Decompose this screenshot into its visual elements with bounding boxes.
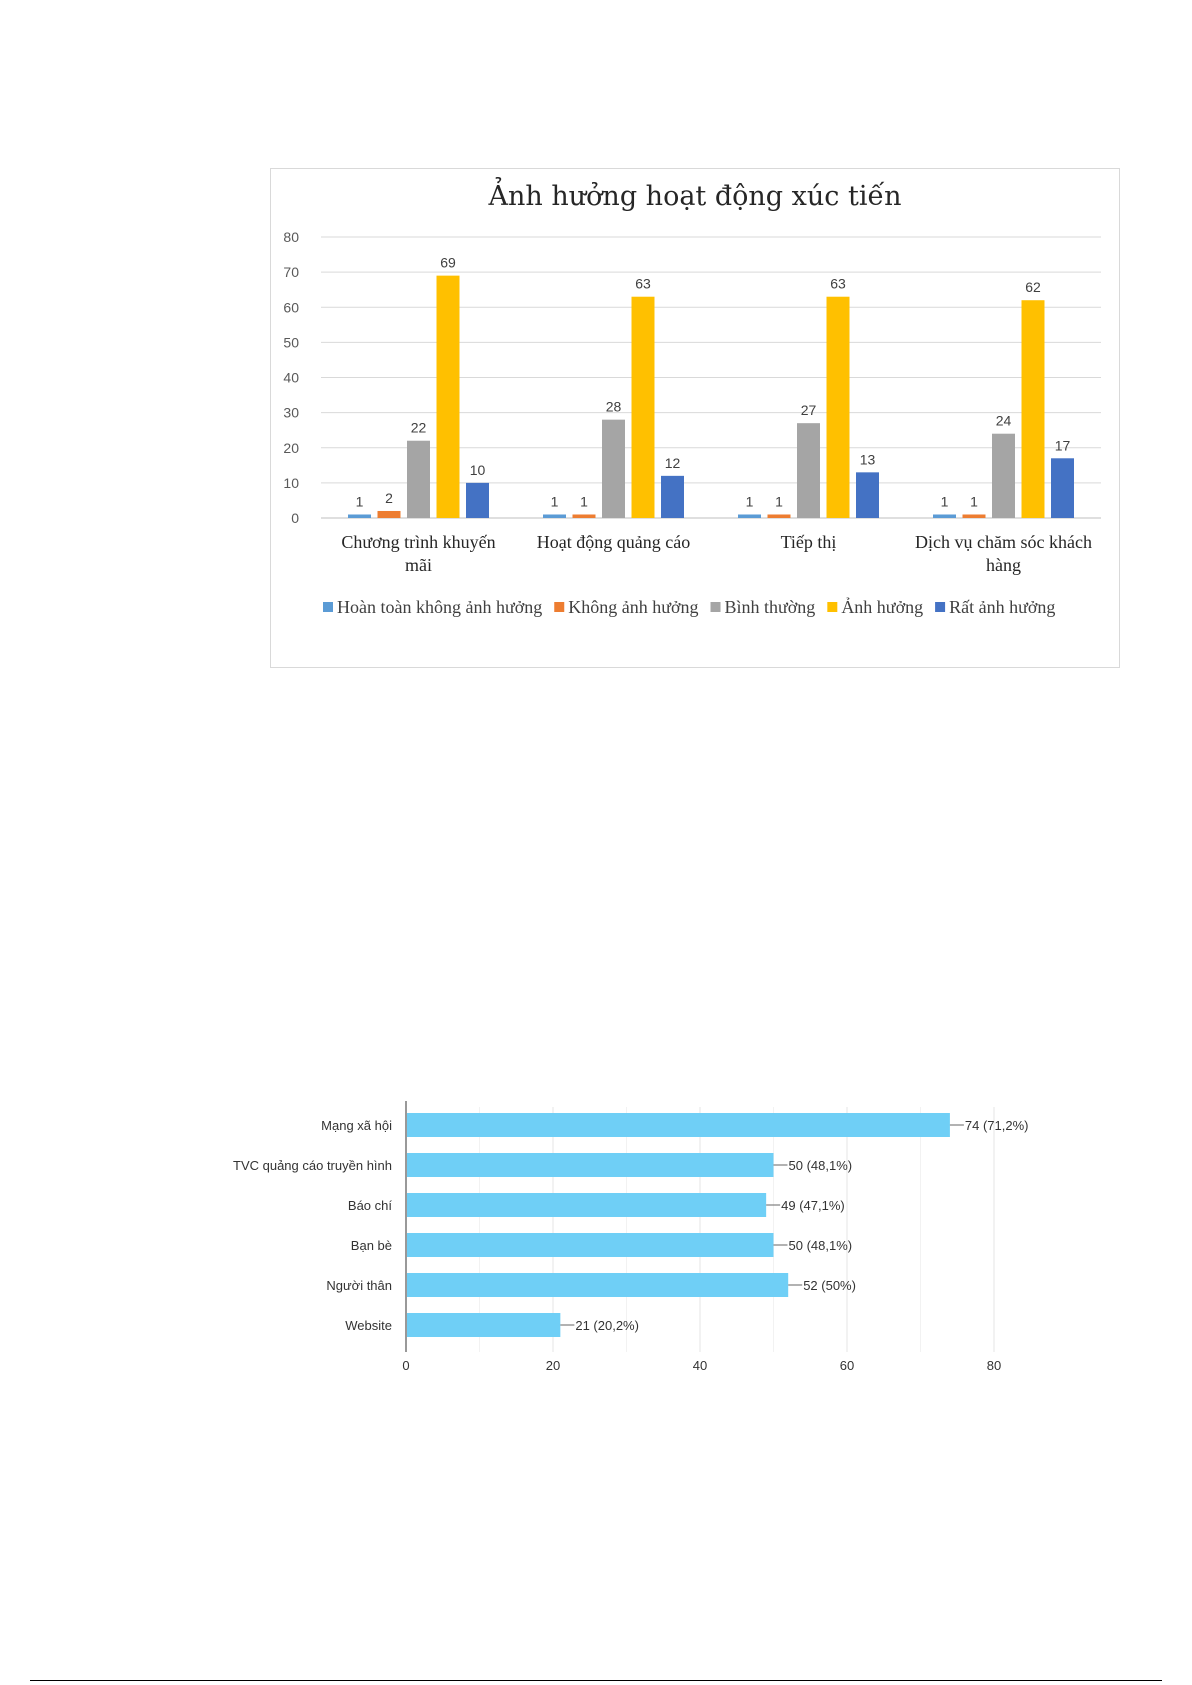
- data-label: 10: [470, 462, 486, 478]
- y-category-label: Người thân: [326, 1278, 392, 1293]
- bar: [466, 482, 489, 518]
- bar: [543, 514, 566, 518]
- data-label: 1: [551, 493, 559, 509]
- bar: [826, 296, 850, 518]
- x-category-label: Dịch vụ chăm sóc khách: [915, 532, 1092, 552]
- y-category-label: Báo chí: [348, 1198, 392, 1213]
- data-label: 1: [356, 493, 364, 509]
- data-label: 1: [580, 493, 588, 509]
- data-label: 63: [830, 276, 846, 292]
- bar: [661, 475, 684, 518]
- data-label: 13: [860, 451, 876, 467]
- bar: [407, 1233, 774, 1257]
- bar: [348, 514, 371, 518]
- bar: [933, 514, 956, 518]
- y-category-label: Bạn bè: [351, 1238, 392, 1253]
- info-channel-chart: 0 20 40 60 80 Mạng xã hội 74 (71,2%) TVC quảng …: [200, 1085, 1080, 1415]
- data-label: 52 (50%): [803, 1278, 856, 1293]
- data-label: 74 (71,2%): [965, 1118, 1029, 1133]
- bar: [738, 514, 761, 518]
- data-label: 21 (20,2%): [575, 1318, 639, 1333]
- legend-swatch: [710, 602, 721, 612]
- legend-label: Bình thường: [725, 597, 816, 617]
- bar: [407, 440, 430, 518]
- bar: [436, 275, 460, 518]
- bar: [631, 296, 655, 518]
- legend-swatch: [935, 602, 946, 612]
- x-category-label: Chương trình khuyến: [341, 532, 495, 552]
- chart-title: Ảnh hưởng hoạt động xúc tiến: [488, 176, 902, 212]
- page-bottom-rule: [30, 1680, 1162, 1681]
- legend-label: Hoàn toàn không ảnh hưởng: [337, 597, 542, 617]
- y-tick-label: 80: [283, 229, 299, 245]
- bar: [856, 472, 879, 518]
- legend-swatch: [827, 602, 838, 612]
- data-label: 50 (48,1%): [789, 1158, 853, 1173]
- data-label: 50 (48,1%): [789, 1238, 853, 1253]
- data-label: 17: [1055, 437, 1071, 453]
- bar: [1051, 458, 1074, 518]
- data-label: 63: [635, 276, 651, 292]
- y-category-label: TVC quảng cáo truyền hình: [233, 1158, 392, 1173]
- y-tick-label: 10: [283, 475, 299, 491]
- x-category-label: Hoạt động quảng cáo: [537, 532, 690, 552]
- y-tick-label: 50: [283, 334, 299, 350]
- y-category-label: Mạng xã hội: [321, 1118, 392, 1133]
- data-label: 69: [440, 255, 456, 271]
- data-label: 12: [665, 455, 681, 471]
- y-category-label: Website: [345, 1318, 392, 1333]
- data-label: 62: [1025, 279, 1041, 295]
- x-tick-label: 20: [546, 1358, 560, 1373]
- y-tick-label: 70: [283, 264, 299, 280]
- legend-swatch: [554, 602, 565, 612]
- x-tick-label: 0: [402, 1358, 409, 1373]
- bar: [572, 514, 596, 518]
- bar: [407, 1113, 950, 1137]
- legend-label: Rất ảnh hưởng: [949, 597, 1055, 617]
- bar: [992, 433, 1015, 518]
- y-tick-label: 20: [283, 440, 299, 456]
- bar: [407, 1193, 767, 1217]
- data-label: 28: [606, 399, 622, 415]
- bar: [767, 514, 791, 518]
- legend-swatch: [323, 602, 333, 612]
- legend-label: Không ảnh hưởng: [568, 597, 698, 617]
- bar: [797, 423, 820, 518]
- x-category-label: Tiếp thị: [781, 532, 837, 552]
- data-label: 1: [775, 493, 783, 509]
- data-label: 2: [385, 490, 393, 506]
- bar: [377, 510, 401, 518]
- data-label: 1: [941, 493, 949, 509]
- x-category-label: hàng: [986, 555, 1021, 575]
- x-category-label: mãi: [405, 555, 432, 575]
- bar: [602, 419, 625, 518]
- bar: [1021, 300, 1045, 518]
- legend-label: Ảnh hưởng: [841, 597, 923, 617]
- y-tick-label: 40: [283, 370, 299, 386]
- bar: [962, 514, 986, 518]
- x-tick-label: 80: [987, 1358, 1001, 1373]
- data-label: 49 (47,1%): [781, 1198, 845, 1213]
- bar: [407, 1273, 789, 1297]
- promotion-impact-chart: Ảnh hưởng hoạt động xúc tiến 0 10 20 30 40 50 6…: [270, 168, 1120, 668]
- data-label: 27: [801, 402, 817, 418]
- data-label: 22: [411, 420, 427, 436]
- data-label: 24: [996, 413, 1012, 429]
- y-tick-label: 0: [291, 510, 299, 526]
- info-channel-svg: 0 20 40 60 80 Mạng xã hội 74 (71,2%) TVC quảng …: [233, 1101, 1029, 1373]
- data-label: 1: [970, 493, 978, 509]
- x-tick-label: 60: [840, 1358, 854, 1373]
- data-label: 1: [746, 493, 754, 509]
- promotion-impact-svg: Ảnh hưởng hoạt động xúc tiến 0 10 20 30 40 50 6…: [283, 176, 1101, 617]
- y-tick-label: 30: [283, 405, 299, 421]
- x-tick-label: 40: [693, 1358, 707, 1373]
- bar: [407, 1313, 561, 1337]
- bar: [407, 1153, 774, 1177]
- y-tick-label: 60: [283, 299, 299, 315]
